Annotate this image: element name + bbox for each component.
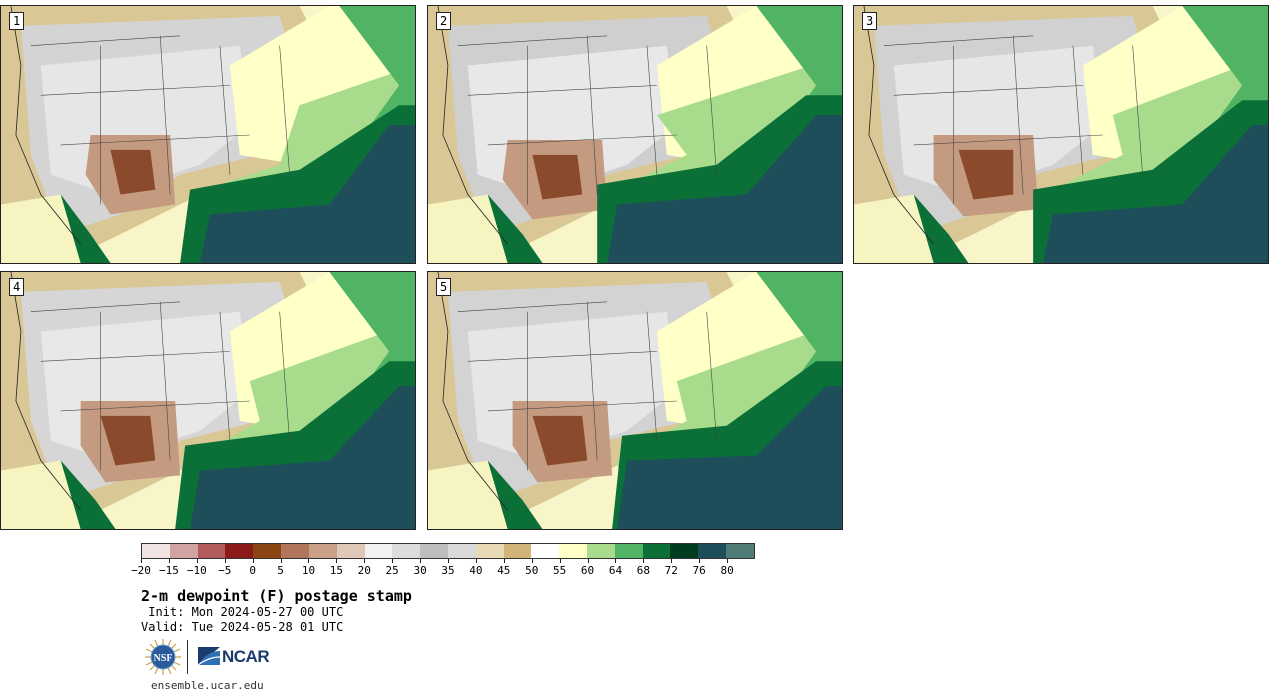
dewpoint-map (1, 6, 415, 263)
colorbar-tick-mark (141, 559, 142, 563)
colorbar-swatch (420, 544, 448, 558)
dewpoint-colorbar (141, 543, 755, 559)
colorbar-tick-mark (196, 559, 198, 563)
colorbar-tick-label: 10 (301, 564, 316, 577)
colorbar-swatch (614, 544, 643, 558)
colorbar-tick-mark (448, 559, 449, 563)
colorbar-swatch (197, 544, 226, 558)
colorbar-tick-mark (643, 559, 645, 563)
colorbar-swatch (392, 544, 421, 558)
colorbar-tick-label: 20 (357, 564, 371, 577)
ensemble-member-map-3: 3 (853, 5, 1269, 264)
colorbar-tick-mark (699, 559, 701, 563)
colorbar-swatch (336, 544, 365, 558)
dewpoint-map (1, 272, 415, 529)
ncar-logo-text: NCAR (222, 647, 270, 666)
panel-label: 2 (436, 12, 452, 30)
colorbar-tick-label: −10 (186, 564, 207, 577)
colorbar-tick-label: 72 (664, 564, 678, 577)
ensemble-member-map-1: 1 (0, 5, 416, 264)
colorbar-tick-mark (280, 559, 282, 563)
colorbar-swatch (142, 544, 170, 558)
colorbar-tick-mark (475, 559, 477, 563)
colorbar-tick-mark (531, 559, 533, 563)
colorbar-tick-mark (392, 559, 394, 563)
colorbar-tick-mark (308, 559, 310, 563)
colorbar-tick-mark (559, 559, 561, 563)
colorbar-tick-mark (336, 559, 338, 563)
colorbar-swatch (281, 544, 309, 558)
colorbar-tick-label: 0 (249, 564, 256, 577)
colorbar-swatch (364, 544, 393, 558)
colorbar-tick-mark (503, 559, 505, 563)
colorbar-swatch (308, 544, 337, 558)
colorbar-tick-label: −5 (218, 564, 232, 577)
colorbar-tick-mark (615, 559, 617, 563)
colorbar-tick-label: 55 (553, 564, 567, 577)
page-title: 2-m dewpoint (F) postage stamp (141, 587, 412, 605)
ensemble-member-map-5: 5 (427, 271, 843, 530)
colorbar-tick-label: 40 (469, 564, 483, 577)
colorbar-tick-mark (252, 559, 254, 563)
colorbar-tick-label: 64 (608, 564, 623, 577)
colorbar-swatch (670, 544, 699, 558)
colorbar-tick-mark (587, 559, 589, 563)
nsf-globe-logo: NSF (145, 639, 181, 675)
site-url: ensemble.ucar.edu (151, 679, 264, 692)
dewpoint-map (428, 6, 842, 263)
logo-divider (187, 640, 188, 674)
colorbar-swatch (587, 544, 615, 558)
ensemble-member-map-2: 2 (427, 5, 843, 264)
colorbar-tick-label: 50 (525, 564, 539, 577)
colorbar-tick-mark (671, 559, 673, 563)
dewpoint-map (854, 6, 1268, 263)
colorbar-tick-mark (420, 559, 422, 563)
colorbar-swatch (503, 544, 532, 558)
dewpoint-map (428, 272, 842, 529)
valid-time: Valid: Tue 2024-05-28 01 UTC (141, 620, 344, 634)
colorbar-tick-label: 76 (692, 564, 706, 577)
colorbar-tick-label: 35 (441, 564, 455, 577)
colorbar-ticks: −20 −15 −10 −5 0 5 10 15 20 25 30 35 40 45 50 55 60 64 68 7… (131, 559, 755, 583)
colorbar-tick-mark (168, 559, 170, 563)
colorbar-swatch (475, 544, 504, 558)
colorbar-swatch (169, 544, 198, 558)
colorbar-swatch (447, 544, 476, 558)
panel-label: 1 (9, 12, 25, 30)
colorbar-tick-label: 45 (497, 564, 511, 577)
colorbar-swatch (642, 544, 671, 558)
colorbar-tick-mark (224, 559, 226, 563)
colorbar-swatch (726, 544, 754, 558)
init-time: Init: Mon 2024-05-27 00 UTC (141, 605, 344, 619)
ensemble-member-map-4: 4 (0, 271, 416, 530)
colorbar-tick-label: 5 (277, 564, 284, 577)
colorbar-tick-label: 80 (720, 564, 734, 577)
colorbar-swatch (531, 544, 560, 558)
panel-label: 4 (9, 278, 25, 296)
colorbar-swatch (559, 544, 587, 558)
colorbar-tick-label: 15 (329, 564, 343, 577)
panel-label: 3 (862, 12, 878, 30)
colorbar-tick-label: −20 (131, 564, 151, 577)
colorbar-tick-label: 30 (413, 564, 427, 577)
colorbar-swatch (225, 544, 254, 558)
colorbar-tick-mark (364, 559, 366, 563)
nsf-logo-text: NSF (154, 653, 173, 664)
colorbar-tick-label: 60 (580, 564, 595, 577)
colorbar-tick-label: 25 (385, 564, 399, 577)
ncar-logo (197, 647, 221, 666)
colorbar-tick-label: 68 (636, 564, 650, 577)
colorbar-swatch (698, 544, 727, 558)
colorbar-tick-mark (727, 559, 729, 563)
colorbar-tick-label: −15 (158, 564, 179, 577)
colorbar-swatch (253, 544, 282, 558)
panel-label: 5 (436, 278, 452, 296)
